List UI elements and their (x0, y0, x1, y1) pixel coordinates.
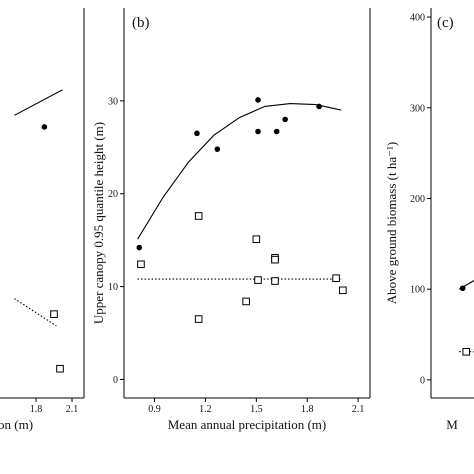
panel-1-open-fit-line (14, 298, 57, 327)
panel-2-open-point (137, 260, 145, 269)
panel-2-x-tick-label: 1.2 (199, 404, 212, 415)
panel-3-y-tick-label: 300 (410, 103, 425, 114)
panel-2-x-tick-label: 0.9 (148, 404, 161, 415)
panel-3-open-point (462, 347, 471, 356)
panel-2-open-point (271, 277, 279, 285)
panel-1-open-point (56, 364, 64, 373)
panel-2-x-tick-label: 1.8 (301, 404, 314, 415)
panel-2-filled-point (282, 116, 288, 123)
panel-2-open-point (271, 255, 279, 264)
panel-2-open-point (254, 276, 262, 284)
panel-2-open-point (332, 274, 340, 283)
panel-2-y-tick-label: 10 (108, 282, 118, 293)
panel-2-open-point (339, 286, 347, 295)
panel-2-y-tick-label: 20 (108, 189, 118, 200)
panel-1-x-axis-title: on (m) (0, 417, 33, 432)
panel-2-open-point (242, 297, 250, 306)
panel-2-open-point (194, 315, 203, 323)
panel-2-filled-point (194, 130, 200, 137)
panel-1-open-point (50, 310, 58, 318)
panel-2-filled-point (273, 128, 280, 135)
panel-2-filled-point (255, 97, 261, 103)
panel-2-filled-fit-line (137, 103, 342, 240)
panel-1-filled-point (41, 124, 48, 130)
panel-3-y-tick-label: 100 (410, 285, 425, 296)
panel-3-y-tick-label: 200 (410, 194, 425, 205)
panel-3-filled-point (459, 285, 466, 292)
panel-2-filled-point (136, 244, 143, 251)
panel-2-filled-point (255, 128, 261, 135)
panel-1-x-tick-label: 2.1 (66, 404, 79, 415)
panel-2-y-axis-title: Upper canopy 0.95 quantile height (m) (91, 122, 106, 324)
panel-3-y-axis-title: Above ground biomass (t ha⁻¹) (384, 142, 399, 304)
panel-2-filled-point (316, 103, 322, 110)
panel-2-y-tick-label: 30 (108, 96, 118, 107)
panel-2-x-tick-label: 1.5 (250, 404, 263, 415)
panel-1-filled-fit-line (14, 89, 63, 116)
panel-3-y-tick-label: 0 (420, 375, 425, 386)
panel-3-x-axis-title: M (446, 417, 458, 432)
panel-2-open-point (252, 235, 261, 244)
panel-3-panel-label: (c) (437, 15, 454, 31)
panel-2-open-point (194, 212, 203, 220)
panel-2-x-tick-label: 2.1 (352, 404, 365, 415)
panel-2-y-tick-label: 0 (113, 375, 118, 386)
panel-3-y-tick-label: 400 (410, 13, 425, 24)
panel-2-filled-point (214, 146, 221, 152)
panel-2-x-axis-title: Mean annual precipitation (m) (168, 417, 326, 432)
panel-1-x-tick-label: 1.8 (30, 404, 43, 415)
panel-2-panel-label: (b) (132, 15, 150, 31)
